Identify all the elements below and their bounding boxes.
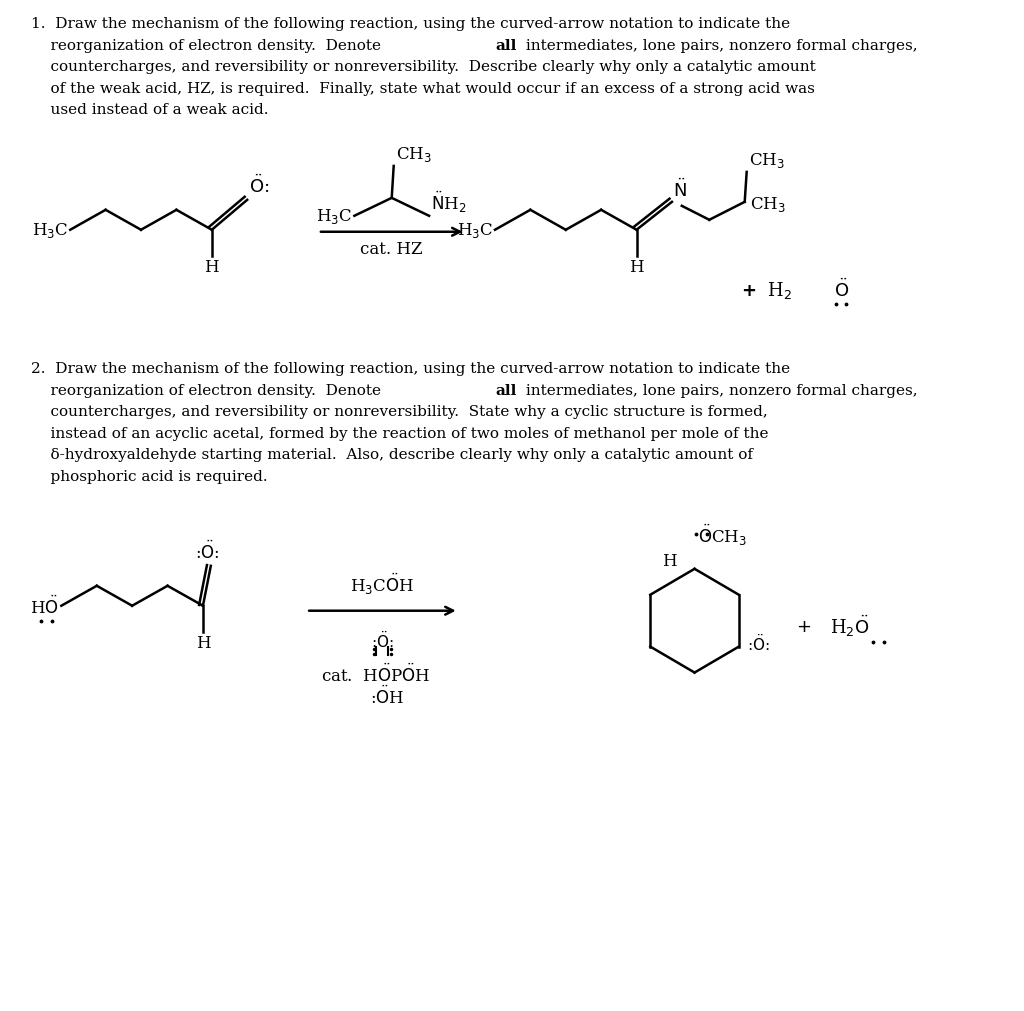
- Text: reorganization of electron density.  Denote: reorganization of electron density. Deno…: [31, 38, 386, 53]
- Text: instead of an acyclic acetal, formed by the reaction of two moles of methanol pe: instead of an acyclic acetal, formed by …: [31, 427, 768, 440]
- Text: $+$: $+$: [796, 617, 811, 635]
- Text: H: H: [205, 259, 219, 275]
- Text: :$\ddot{\rm O}$:: :$\ddot{\rm O}$:: [195, 540, 219, 562]
- Text: H$_3$C$\ddot{\rm O}$H: H$_3$C$\ddot{\rm O}$H: [350, 571, 415, 596]
- Text: H: H: [663, 553, 677, 570]
- Text: $\mathbf{+}$  H$_2$: $\mathbf{+}$ H$_2$: [740, 280, 792, 301]
- Text: 2.  Draw the mechanism of the following reaction, using the curved-arrow notatio: 2. Draw the mechanism of the following r…: [31, 362, 790, 376]
- Text: cat.  H$\ddot{\rm O}$P$\ddot{\rm O}$H: cat. H$\ddot{\rm O}$P$\ddot{\rm O}$H: [322, 663, 431, 685]
- Text: of the weak acid, HZ, is required.  Finally, state what would occur if an excess: of the weak acid, HZ, is required. Final…: [31, 82, 815, 96]
- Text: H$_2$$\ddot{\rm O}$: H$_2$$\ddot{\rm O}$: [830, 614, 869, 639]
- Text: reorganization of electron density.  Denote: reorganization of electron density. Deno…: [31, 383, 386, 397]
- Text: $\ddot{\rm N}$H$_2$: $\ddot{\rm N}$H$_2$: [431, 189, 466, 214]
- Text: $\ddot{\rm N}$: $\ddot{\rm N}$: [673, 178, 687, 200]
- Text: intermediates, lone pairs, nonzero formal charges,: intermediates, lone pairs, nonzero forma…: [521, 38, 918, 53]
- Text: 1.  Draw the mechanism of the following reaction, using the curved-arrow notatio: 1. Draw the mechanism of the following r…: [31, 17, 790, 31]
- Text: H$\ddot{\rm O}$: H$\ddot{\rm O}$: [30, 595, 58, 617]
- Text: H$_3$C: H$_3$C: [316, 207, 352, 226]
- Text: δ-hydroxyaldehyde starting material.  Also, describe clearly why only a catalyti: δ-hydroxyaldehyde starting material. Als…: [31, 448, 753, 462]
- Text: intermediates, lone pairs, nonzero formal charges,: intermediates, lone pairs, nonzero forma…: [521, 383, 918, 397]
- Text: all: all: [495, 38, 516, 53]
- Text: :$\ddot{\rm O}$:: :$\ddot{\rm O}$:: [746, 633, 769, 653]
- Text: CH$_3$: CH$_3$: [749, 151, 784, 170]
- Text: H: H: [629, 259, 644, 275]
- Text: cat. HZ: cat. HZ: [360, 241, 423, 258]
- Text: phosphoric acid is required.: phosphoric acid is required.: [31, 469, 267, 483]
- Text: all: all: [495, 383, 516, 397]
- Text: countercharges, and reversibility or nonreversibility.  Describe clearly why onl: countercharges, and reversibility or non…: [31, 61, 816, 74]
- Text: CH$_3$: CH$_3$: [750, 195, 785, 214]
- Text: :$\ddot{\rm O}$H: :$\ddot{\rm O}$H: [370, 684, 404, 707]
- Text: $\ddot{\rm O}$: $\ddot{\rm O}$: [835, 278, 849, 300]
- Text: :$\ddot{\rm O}$:: :$\ddot{\rm O}$:: [371, 629, 394, 650]
- Text: H: H: [196, 634, 210, 651]
- Text: $\ddot{\rm O}$:: $\ddot{\rm O}$:: [249, 174, 269, 197]
- Text: $\ddot{\rm O}$CH$_3$: $\ddot{\rm O}$CH$_3$: [698, 523, 748, 547]
- Text: H$_3$C: H$_3$C: [32, 221, 69, 240]
- Text: countercharges, and reversibility or nonreversibility.  State why a cyclic struc: countercharges, and reversibility or non…: [31, 404, 768, 419]
- Text: used instead of a weak acid.: used instead of a weak acid.: [31, 103, 268, 117]
- Text: CH$_3$: CH$_3$: [395, 145, 431, 164]
- Text: H$_3$C: H$_3$C: [457, 221, 493, 240]
